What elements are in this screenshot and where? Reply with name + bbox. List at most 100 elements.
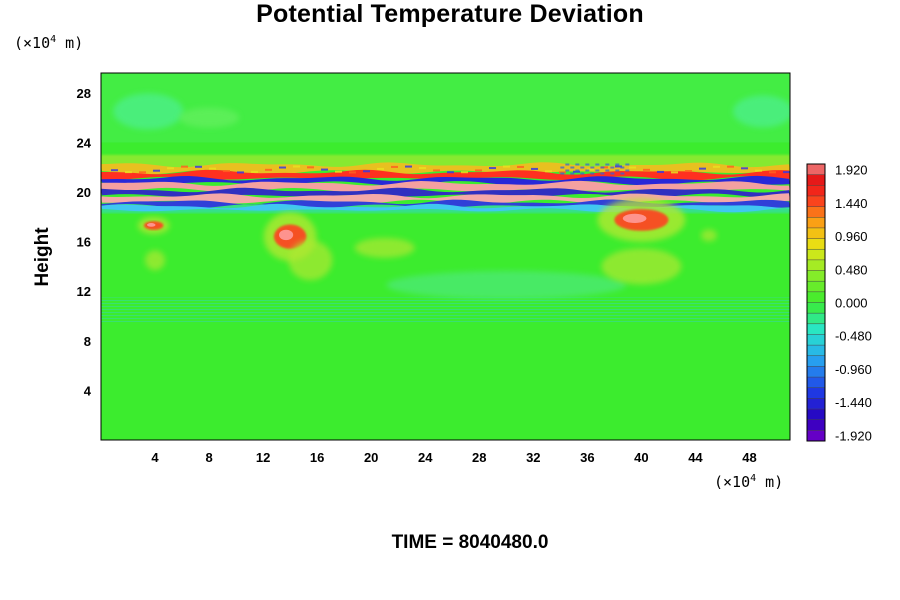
checker-speckle xyxy=(605,169,610,172)
layer-stripe xyxy=(101,169,790,181)
layer-stripe xyxy=(101,180,790,193)
wave-speckle xyxy=(727,165,734,168)
colorbar-cell xyxy=(807,302,825,314)
upper-right-shade xyxy=(732,95,790,128)
wave-speckle xyxy=(629,166,636,169)
checker-speckle xyxy=(615,169,620,172)
colorbar-tick-label: 0.000 xyxy=(835,296,868,311)
x-tick-label: 28 xyxy=(472,450,486,465)
colorbar-tick-label: 1.920 xyxy=(835,163,868,178)
wave-speckle xyxy=(699,167,706,170)
x-tick-label: 8 xyxy=(205,450,212,465)
x-tick-label: 36 xyxy=(580,450,594,465)
checker-speckle xyxy=(590,172,595,175)
wave-speckle xyxy=(209,167,216,170)
colorbar-cell xyxy=(807,174,825,186)
y-tick-label: 28 xyxy=(77,86,91,101)
wave-speckle xyxy=(419,167,426,170)
x-tick-label: 48 xyxy=(742,450,756,465)
y-tick-labels: 4 8 12 16 20 24 28 xyxy=(77,86,92,399)
checker-speckle xyxy=(625,169,630,172)
wave-speckle xyxy=(489,167,496,170)
wave-speckle xyxy=(559,171,566,174)
checker-speckle xyxy=(580,172,585,175)
x-tick-label: 4 xyxy=(151,450,159,465)
mid-shade xyxy=(386,271,627,300)
minor-patch xyxy=(354,237,415,258)
wave-speckle xyxy=(153,169,160,172)
checker-speckle xyxy=(615,163,620,166)
checker-speckle xyxy=(560,166,565,169)
upper-left-shade xyxy=(113,93,184,130)
colorbar-tick-label: -0.480 xyxy=(835,329,872,344)
wave-speckle xyxy=(349,171,356,174)
checker-speckle xyxy=(580,166,585,169)
wave-speckle xyxy=(377,167,384,170)
warm-patch-peak xyxy=(147,223,156,227)
checker-speckle xyxy=(620,172,625,175)
x-tick-label: 24 xyxy=(418,450,433,465)
colorbar-cell xyxy=(807,355,825,367)
wave-speckle xyxy=(601,166,608,169)
y-tick-label: 20 xyxy=(77,185,91,200)
x-tick-label: 12 xyxy=(256,450,270,465)
wave-speckle xyxy=(769,171,776,174)
checker-speckle xyxy=(600,166,605,169)
wave-speckle xyxy=(587,168,594,171)
checker-speckle xyxy=(605,163,610,166)
y-unit-tail: m) xyxy=(56,34,84,52)
y-tick-label: 16 xyxy=(77,235,91,250)
colorbar-cell xyxy=(807,249,825,261)
minor-patch xyxy=(601,248,682,285)
x-tick-labels: 4 8 12 16 20 24 28 32 36 40 44 48 xyxy=(151,450,756,465)
wave-speckle xyxy=(461,171,468,174)
wave-speckle xyxy=(741,167,748,170)
wave-speckle xyxy=(783,171,790,174)
colorbar-cell xyxy=(807,238,825,250)
colorbar-cell xyxy=(807,164,825,176)
minor-patch xyxy=(700,229,717,242)
colorbar-cell xyxy=(807,398,825,410)
wave-speckle xyxy=(433,169,440,172)
colorbar-cell xyxy=(807,185,825,197)
colorbar-cell xyxy=(807,334,825,346)
plot-frame xyxy=(100,72,791,441)
wave-speckle xyxy=(475,169,482,172)
colorbar-cell xyxy=(807,281,825,293)
wave-speckle xyxy=(335,170,342,173)
wave-speckle xyxy=(195,165,202,168)
checker-speckle xyxy=(620,166,625,169)
wave-speckle xyxy=(531,167,538,170)
minor-patch xyxy=(288,240,333,281)
colorbar-cell xyxy=(807,195,825,208)
x-unit-base: (×10 xyxy=(714,473,751,491)
wave-speckle xyxy=(517,165,524,168)
time-footer: TIME = 8040480.0 xyxy=(391,532,549,553)
wave-speckle xyxy=(251,170,258,173)
checker-speckle xyxy=(600,172,605,175)
wave-speckle xyxy=(447,171,454,174)
colorbar-cell xyxy=(807,430,825,442)
wave-speckle xyxy=(237,171,244,174)
colorbar-cell xyxy=(807,206,825,218)
wave-speckle xyxy=(685,170,692,173)
y-axis-unit: (×104 m) xyxy=(14,34,83,52)
wave-speckle xyxy=(111,169,118,172)
colorbar-tick-label: 0.960 xyxy=(835,229,868,244)
x-tick-label: 40 xyxy=(634,450,648,465)
y-tick-label: 24 xyxy=(77,135,92,150)
x-tick-label: 44 xyxy=(688,450,703,465)
y-tick-label: 4 xyxy=(84,383,92,398)
colorbar-cell xyxy=(807,419,825,431)
wave-speckle xyxy=(363,170,370,173)
colorbar-cell xyxy=(807,313,825,325)
colorbar-tick-label: -1.440 xyxy=(835,395,872,410)
colorbar-cell xyxy=(807,366,825,378)
colorbar-cell xyxy=(807,291,825,303)
y-tick-label: 8 xyxy=(84,334,91,349)
checker-speckle xyxy=(560,172,565,175)
wave-speckle xyxy=(223,170,230,173)
checker-speckle xyxy=(575,163,580,166)
wave-speckle xyxy=(713,165,720,168)
